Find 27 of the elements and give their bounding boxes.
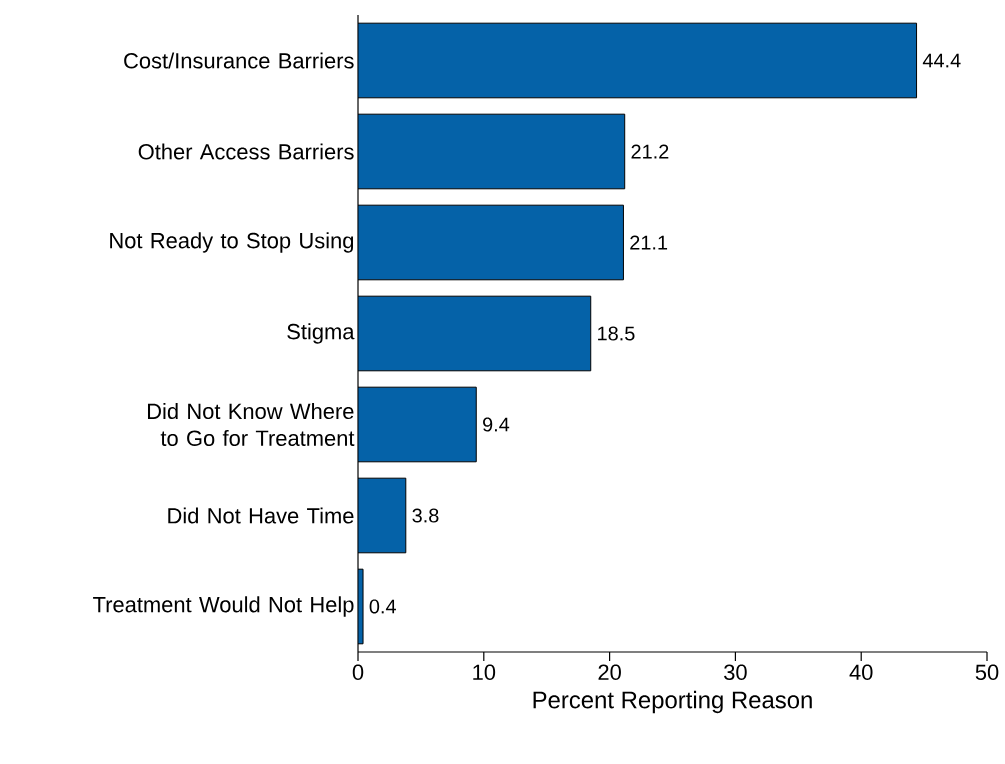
x-tick-label: 40 — [849, 664, 873, 681]
data-label: 9.4 — [483, 417, 510, 432]
data-label: 0.4 — [369, 599, 396, 614]
y-tick-label: Did Not Have Time — [168, 507, 354, 524]
data-label: 3.8 — [412, 508, 439, 523]
data-label: 18.5 — [598, 326, 635, 341]
x-tick-label: 0 — [352, 664, 364, 681]
y-tick-label: Stigma — [287, 323, 355, 344]
y-tick-label: Not Ready to Stop Using — [110, 232, 354, 253]
x-axis-title: Percent Reporting Reason — [533, 690, 812, 714]
bar — [358, 113, 626, 190]
data-label: 21.2 — [631, 144, 669, 159]
x-tick-label: 10 — [473, 664, 496, 681]
x-tick-label: 20 — [598, 664, 621, 681]
data-label: 44.4 — [922, 53, 961, 68]
y-tick-label: Other Access Barriers — [138, 143, 354, 160]
bar — [358, 386, 477, 463]
y-tick-label: Treatment Would Not Help — [93, 596, 354, 617]
x-tick-label: 30 — [724, 664, 747, 681]
bar — [358, 22, 918, 99]
y-tick-label: Cost/Insurance Barriers — [124, 52, 354, 69]
bar — [358, 477, 407, 554]
bar — [358, 295, 592, 372]
x-tick-label: 50 — [975, 664, 999, 681]
bar — [358, 204, 624, 281]
y-tick-label: Did Not Know Where to Go for Treatment — [147, 402, 355, 446]
data-label: 21.1 — [630, 235, 668, 250]
